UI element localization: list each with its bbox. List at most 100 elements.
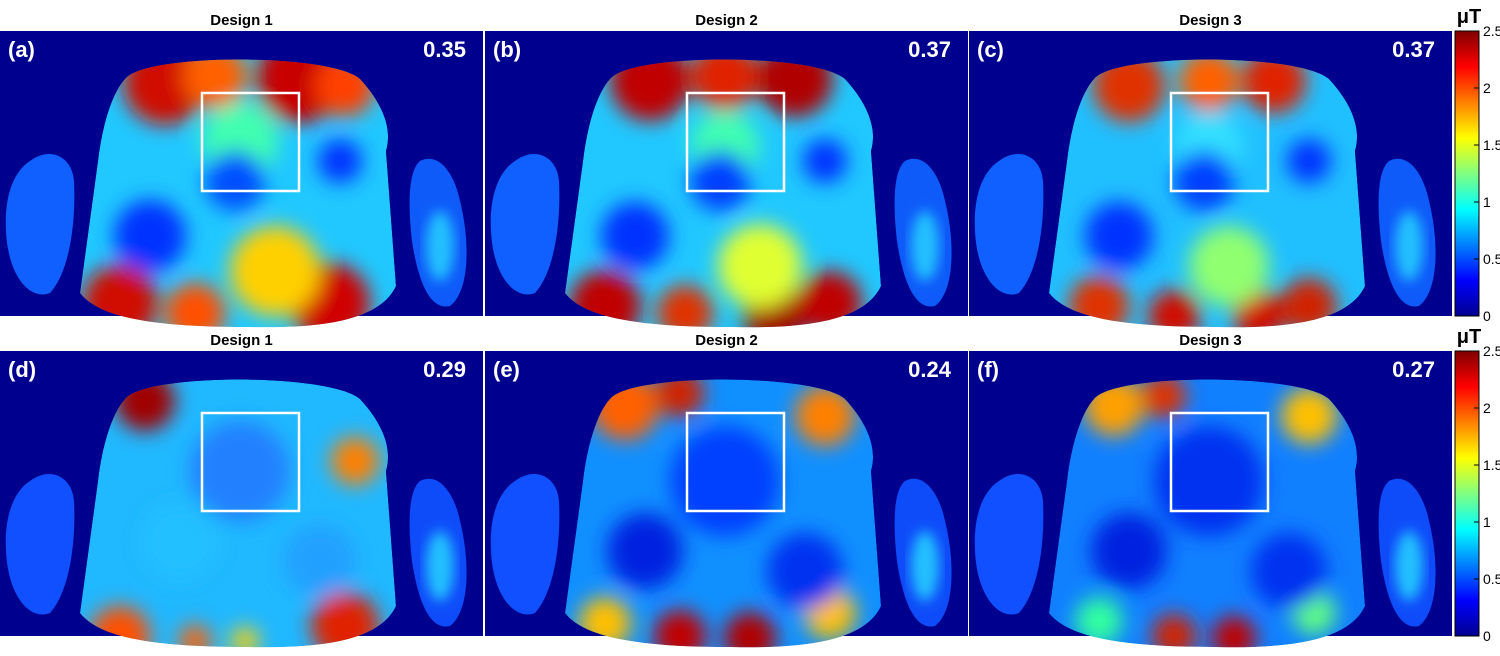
- field-hotspot: [1281, 278, 1337, 328]
- left-arm-region: [974, 473, 1044, 615]
- field-hotspot: [205, 151, 265, 211]
- right-arm-hotspot: [426, 211, 454, 281]
- right-arm-hotspot: [1395, 211, 1423, 281]
- field-hotspot: [114, 200, 186, 272]
- field-hotspot: [601, 202, 669, 270]
- panel-label: (a): [8, 37, 35, 62]
- field-hotspot: [579, 597, 631, 648]
- left-arm-region: [5, 473, 75, 615]
- panel-value: 0.27: [1392, 357, 1435, 382]
- map-panel-b: (b) 0.37: [485, 31, 968, 328]
- field-hotspot: [670, 426, 780, 536]
- panel-value: 0.37: [1392, 37, 1435, 62]
- panel-value: 0.37: [908, 37, 951, 62]
- field-hotspot: [607, 513, 683, 589]
- field-hotspot: [798, 271, 862, 328]
- torso-field-map: [80, 59, 396, 328]
- panel-value: 0.24: [908, 357, 952, 382]
- field-hotspot: [1212, 616, 1256, 648]
- colorbar-tick-label: 1.5: [1483, 457, 1500, 473]
- field-hotspot: [1069, 276, 1129, 328]
- panel-value: 0.35: [423, 37, 466, 62]
- torso-field-map: [1049, 379, 1365, 648]
- roi-box: [685, 91, 786, 193]
- right-arm-hotspot: [911, 531, 939, 601]
- field-hotspot: [190, 421, 290, 521]
- colorbar-tick-label: 2.5: [1483, 343, 1500, 359]
- field-hotspot: [1091, 513, 1167, 589]
- map-panel-e: (e) 0.24: [485, 351, 968, 648]
- right-arm-hotspot: [911, 211, 939, 281]
- field-hotspot: [1085, 202, 1153, 270]
- colorbar-tick-label: 0: [1483, 628, 1491, 644]
- left-arm-region: [5, 153, 75, 295]
- colorbar-tick-label: 1: [1483, 194, 1491, 210]
- colorbar: 2.5 2 1.5 1 0.5 0 μT: [1454, 326, 1500, 644]
- field-hotspot: [165, 283, 225, 328]
- field-hotspot: [231, 627, 259, 648]
- colorbar-tick-label: 2.5: [1483, 23, 1500, 39]
- colorbar-gradient: [1454, 30, 1480, 317]
- colorbar-gradient: [1454, 350, 1480, 637]
- colorbar-unit: μT: [1457, 326, 1481, 348]
- colorbar-tick-label: 0.5: [1483, 251, 1500, 267]
- field-hotspot: [654, 610, 706, 648]
- roi-box: [1169, 91, 1270, 193]
- field-hotspot: [803, 139, 847, 183]
- roi-box: [200, 91, 301, 193]
- field-hotspot: [795, 386, 855, 446]
- right-arm-hotspot: [426, 531, 454, 601]
- torso-field-map: [80, 379, 396, 648]
- field-hotspot: [1251, 533, 1327, 609]
- colorbar-tick-label: 2: [1483, 80, 1491, 96]
- left-arm-region: [490, 473, 560, 615]
- field-hotspot: [230, 226, 320, 316]
- panel-title: Design 3: [1179, 332, 1242, 349]
- map-panel-c: (c) 0.37: [969, 31, 1452, 328]
- colorbar: 2.5 2 1.5 1 0.5 0 μT: [1454, 6, 1500, 324]
- figure-row-1: (a) 0.35 Design 1 (b) 0.37 Design 2 (c) 0.37 Des…: [0, 6, 1500, 328]
- panel-title: Design 1: [210, 12, 273, 29]
- field-hotspot: [1075, 597, 1123, 645]
- field-hotspot: [318, 139, 362, 183]
- field-hotspot: [1174, 151, 1234, 211]
- field-hotspot: [1233, 290, 1285, 328]
- field-hotspot: [284, 525, 356, 597]
- panel-label: (f): [977, 357, 999, 382]
- colorbar-unit: μT: [1457, 6, 1481, 28]
- field-hotspot: [1179, 59, 1239, 111]
- field-hotspot: [331, 437, 379, 485]
- field-hotspot: [690, 151, 750, 211]
- colorbar-tick-label: 2: [1483, 400, 1491, 416]
- field-hotspot: [1154, 426, 1264, 536]
- field-hotspot: [724, 612, 776, 648]
- roi-box: [685, 411, 786, 513]
- field-hotspot: [179, 625, 211, 648]
- field-hotspot: [718, 224, 802, 308]
- panel-title: Design 2: [695, 12, 758, 29]
- field-hotspot: [1189, 226, 1269, 306]
- right-arm-hotspot: [1395, 531, 1423, 601]
- panel-title: Design 1: [210, 332, 273, 349]
- torso-field-map: [565, 379, 881, 648]
- roi-box: [1169, 411, 1270, 513]
- left-arm-region: [974, 153, 1044, 295]
- colorbar-tick-label: 1: [1483, 514, 1491, 530]
- map-panel-a: (a) 0.35: [0, 31, 483, 328]
- field-hotspot: [82, 265, 158, 328]
- panel-label: (b): [493, 37, 521, 62]
- panel-title: Design 2: [695, 332, 758, 349]
- field-hotspot: [1142, 379, 1186, 418]
- map-panel-d: (d) 0.29: [0, 351, 483, 648]
- panel-label: (c): [977, 37, 1004, 62]
- panel-title: Design 3: [1179, 12, 1242, 29]
- colorbar-tick-label: 0: [1483, 308, 1491, 324]
- figure-row-2: (d) 0.29 Design 1 (e) 0.24 Design 2 (f) 0.27 Des…: [0, 326, 1500, 648]
- panel-label: (d): [8, 357, 36, 382]
- field-hotspot: [767, 533, 843, 609]
- colorbar-tick-label: 1.5: [1483, 137, 1500, 153]
- colorbar-tick-label: 0.5: [1483, 571, 1500, 587]
- roi-box: [200, 411, 301, 513]
- torso-field-map: [565, 59, 881, 328]
